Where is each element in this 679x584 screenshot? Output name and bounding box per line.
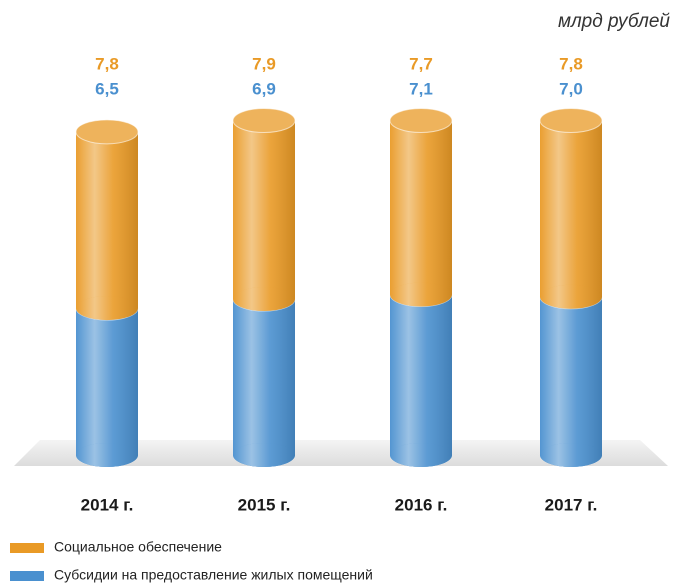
x-tick-label: 2015 г. — [238, 495, 291, 514]
legend-label: Субсидии на предоставление жилых помещен… — [54, 567, 373, 583]
value-label: 7,7 — [409, 54, 433, 73]
cylinder-bottom-shine — [76, 296, 138, 321]
cylinder-top — [75, 119, 139, 145]
cylinder-bottom-shine — [390, 282, 452, 307]
value-label: 6,9 — [252, 79, 276, 98]
value-label: 6,5 — [95, 79, 119, 98]
bar-shine — [390, 294, 452, 455]
value-label: 7,1 — [409, 79, 433, 98]
cylinder-bottom-shine — [233, 287, 295, 312]
legend-swatch — [10, 543, 44, 553]
cylinder-bottom-shine — [540, 443, 602, 467]
value-label: 7,0 — [559, 79, 583, 98]
x-tick-label: 2017 г. — [545, 495, 598, 514]
bar-shine — [76, 131, 138, 309]
bar-shine — [390, 120, 452, 295]
legend-label: Социальное обеспечение — [54, 539, 222, 555]
x-tick-label: 2014 г. — [81, 495, 134, 514]
cylinder-top — [232, 108, 296, 134]
cylinder-bottom-shine — [390, 443, 452, 467]
cylinder-bottom-shine — [76, 443, 138, 467]
cylinder-top-shine — [540, 108, 602, 133]
bar-shine — [233, 120, 295, 300]
cylinder-top — [539, 108, 603, 134]
cylinder-top-shine — [390, 108, 452, 133]
cylinder-bottom-shine — [540, 284, 602, 309]
bar-shine — [540, 120, 602, 297]
x-tick-label: 2016 г. — [395, 495, 448, 514]
bar-shine — [233, 299, 295, 455]
bar-shine — [76, 308, 138, 455]
value-label: 7,8 — [95, 54, 119, 73]
value-label: 7,8 — [559, 54, 583, 73]
cylinder-top — [389, 108, 453, 134]
bar-shine — [540, 296, 602, 455]
cylinder-top-shine — [76, 119, 138, 144]
unit-label: млрд рублей — [558, 11, 670, 32]
cylinder-top-shine — [233, 108, 295, 133]
cylinder-bottom-shine — [233, 443, 295, 467]
value-label: 7,9 — [252, 54, 276, 73]
legend-swatch — [10, 571, 44, 581]
floor — [14, 440, 668, 466]
